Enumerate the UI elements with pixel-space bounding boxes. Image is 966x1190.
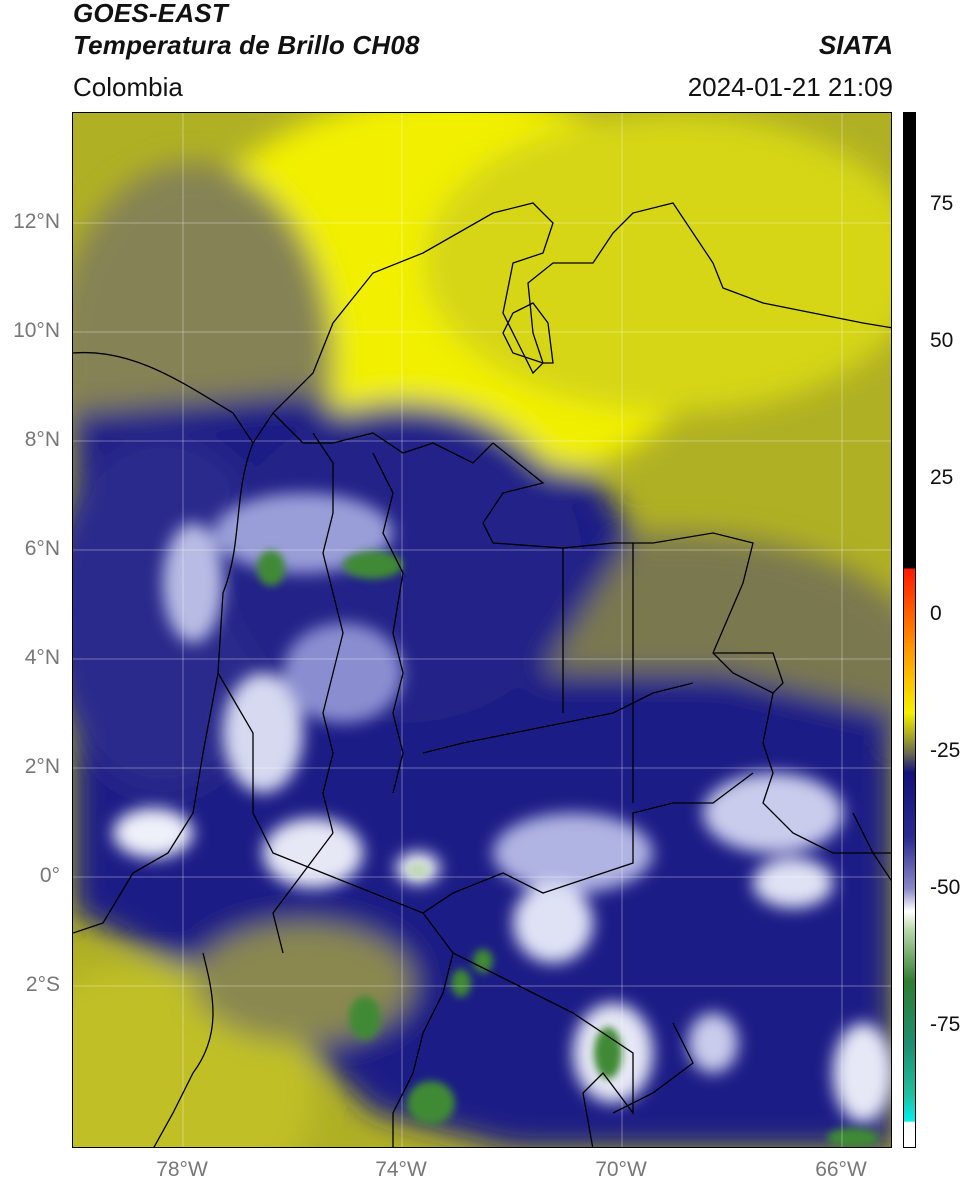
cold-cloud-tops [113,493,891,1123]
lat-tick-4N: 4°N [24,646,60,669]
lat-tick-2N: 2°N [24,755,60,778]
colorbar-tick-25: 25 [930,466,954,489]
colorbar [903,112,916,1148]
region-label: Colombia [73,72,183,102]
title-line-1: GOES-EAST [73,0,228,28]
brand-label: SIATA [818,30,893,60]
graticule [73,113,891,1147]
borders [73,202,891,1147]
datetime-label: 2024-01-21 21:09 [687,72,893,102]
lat-tick-8N: 8°N [24,428,60,451]
lon-tick-70W: 70°W [595,1158,647,1181]
lon-tick-78W: 78°W [156,1158,208,1181]
lat-tick-2S: 2°S [25,973,60,996]
colorbar-tick-minus25: -25 [930,739,961,762]
colorbar-tick-50: 50 [930,329,954,352]
lat-tick-0: 0° [39,864,60,887]
lon-tick-74W: 74°W [375,1158,427,1181]
colorbar-tick-0: 0 [930,602,942,625]
lat-tick-10N: 10°N [13,319,60,342]
lat-tick-12N: 12°N [13,210,60,233]
colorbar-scale [904,113,915,1147]
colorbar-tick-minus75: -75 [930,1013,961,1036]
title-line-2: Temperatura de Brillo CH08 [73,30,420,60]
lon-tick-66W: 66°W [815,1158,867,1181]
colorbar-tick-75: 75 [930,192,954,215]
lat-tick-6N: 6°N [24,537,60,560]
coldest-cores [257,550,879,1147]
satellite-map[interactable] [72,112,892,1148]
colorbar-tick-minus50: -50 [930,876,961,899]
map-image [73,113,891,1147]
